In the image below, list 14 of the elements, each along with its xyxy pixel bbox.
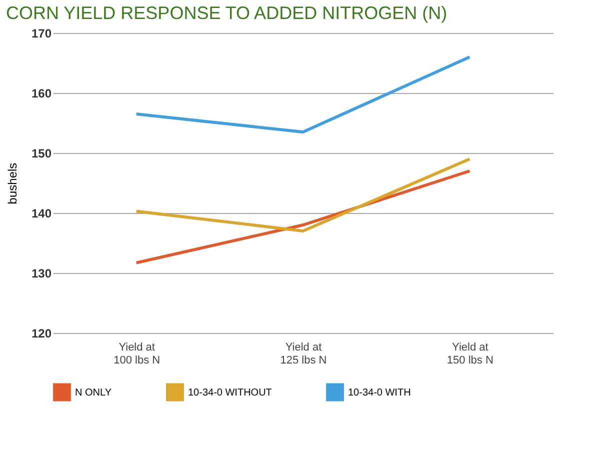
x-tick-label: Yield at 100 lbs N (114, 342, 160, 366)
y-tick-label: 120 (31, 326, 52, 340)
chart-title: CORN YIELD RESPONSE TO ADDED NITROGEN (N) (6, 3, 448, 23)
y-axis-title: bushels (5, 162, 20, 204)
y-tick-label: 130 (31, 266, 52, 280)
legend-label: 10-34-0 WITHOUT (188, 387, 272, 398)
y-tick-label: 170 (31, 26, 52, 40)
x-tick-label: Yield at 125 lbs N (280, 342, 327, 366)
x-tick-label: Yield at 150 lbs N (446, 342, 494, 366)
y-tick-label: 160 (31, 86, 52, 100)
legend-label: N ONLY (75, 387, 112, 398)
y-tick-label: 150 (31, 146, 52, 160)
legend-label: 10-34-0 WITH (348, 387, 411, 398)
y-tick-label: 140 (31, 206, 52, 220)
